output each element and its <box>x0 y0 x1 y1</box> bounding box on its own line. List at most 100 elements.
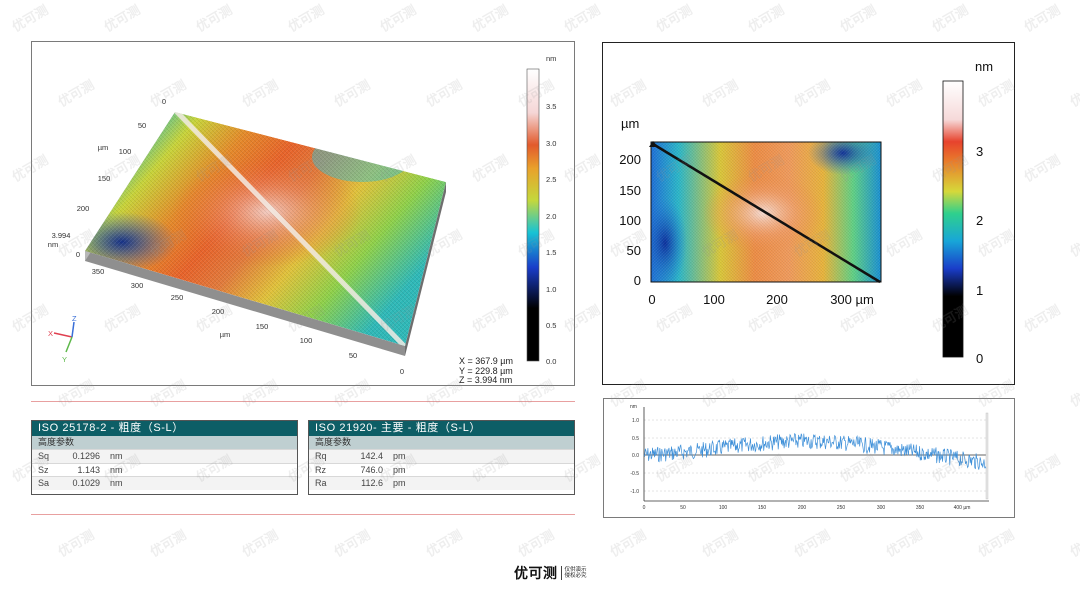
param-value: 142.4 <box>360 451 383 461</box>
y-tick: 150 <box>98 174 111 183</box>
x-tick: 350 <box>916 505 925 511</box>
y-axis-2d: µm 200 150 100 50 0 <box>619 116 641 288</box>
y-tick: 0.5 <box>632 436 639 442</box>
y-tick: 200 <box>77 204 90 213</box>
watermark-text: 优可测 <box>377 2 419 35</box>
watermark-text: 优可测 <box>193 2 235 35</box>
x-tick: 250 <box>171 293 184 302</box>
z-unit: nm <box>48 240 58 249</box>
brand-notice: 仅供演示 侵权必究 <box>565 567 587 580</box>
y-tick: 0 <box>634 273 641 288</box>
param-unit: nm <box>110 451 123 461</box>
table-row: Rz 746.0 pm <box>309 462 574 477</box>
brand-logo: 优可测 仅供演示 侵权必究 <box>514 563 587 583</box>
surface-2d-view[interactable]: µm 200 150 100 50 0 0 100 200 300 µm nm … <box>602 42 1015 385</box>
watermark-text: 优可测 <box>745 2 787 35</box>
brand-notice-line: 仅供演示 <box>564 566 587 573</box>
z-value: 3.994 <box>52 231 71 240</box>
param-unit: pm <box>393 464 406 475</box>
x-unit: µm <box>220 330 231 339</box>
watermark-text: 优可测 <box>1067 77 1080 110</box>
colorbar-tick: 2 <box>976 213 983 228</box>
x-tick: 300 µm <box>830 292 874 307</box>
colorbar-tick: 3 <box>976 144 983 159</box>
x-tick: 300 <box>131 281 144 290</box>
readout-x: X = 367.9 µm <box>459 356 513 366</box>
surface-front-wall <box>85 251 405 356</box>
colorbar-tick: 2.0 <box>546 212 556 221</box>
watermark-text: 优可测 <box>331 527 373 560</box>
y-tick: 1.0 <box>632 418 639 424</box>
y-tick: 50 <box>627 243 641 258</box>
x-tick: 300 <box>877 505 886 511</box>
x-tick: 0 <box>648 292 655 307</box>
colorbar-unit: nm <box>546 54 556 63</box>
y-tick: 0.0 <box>632 453 639 459</box>
x-axis-3d: 350 300 250 200 150 100 50 0 µm <box>92 267 404 376</box>
colorbar-tick: 2.5 <box>546 175 556 184</box>
param-value: 112.6 <box>361 478 383 488</box>
separator-line <box>31 401 575 402</box>
separator-line <box>31 514 575 515</box>
param-name: Sz <box>38 464 49 475</box>
table-row: Ra 112.6 pm <box>309 476 574 490</box>
param-name: Sq <box>38 451 50 461</box>
watermark-text: 优可测 <box>423 527 465 560</box>
watermark-text: 优可测 <box>515 527 557 560</box>
y-unit: nm <box>630 404 637 410</box>
param-unit: nm <box>110 478 123 488</box>
colorbar-tick: 1 <box>976 283 983 298</box>
param-value: 746.0 <box>360 464 383 475</box>
y-unit: µm <box>98 143 109 152</box>
watermark-text: 优可测 <box>1021 152 1063 185</box>
colorbar-tick: 1.0 <box>546 285 556 294</box>
x-tick: 200 <box>766 292 788 307</box>
iso25178-table: ISO 25178-2 - 粗度（S-L） 高度参数 Sq 0.1296 nm … <box>31 420 298 495</box>
watermark-text: 优可测 <box>791 527 833 560</box>
watermark-text: 优可测 <box>9 2 51 35</box>
brand-name: 优可测 <box>514 565 558 581</box>
param-unit: pm <box>393 451 406 461</box>
brand-divider <box>560 566 562 580</box>
x-tick: 400 µm <box>954 505 971 511</box>
table-row: Sa 0.1029 nm <box>32 476 297 490</box>
surface-3d-view[interactable]: 0 50 100 150 200 µm 3.994 nm 0 350 300 2… <box>31 41 575 386</box>
y-tick: 100 <box>619 213 641 228</box>
profile-trace <box>643 433 987 470</box>
gizmo-x-label: X <box>48 329 53 338</box>
watermark-text: 优可测 <box>975 527 1017 560</box>
x-tick: 250 <box>837 505 846 511</box>
readout-z: Z = 3.994 nm <box>459 375 513 386</box>
table-subtitle: 高度参数 <box>32 436 297 449</box>
watermark-text: 优可测 <box>469 2 511 35</box>
x-tick: 150 <box>758 505 767 511</box>
profile-line-marker[interactable] <box>649 141 658 147</box>
watermark-text: 优可测 <box>1067 377 1080 410</box>
param-name: Rq <box>315 451 327 461</box>
table-subtitle: 高度参数 <box>309 436 574 449</box>
watermark-text: 优可测 <box>1021 2 1063 35</box>
table-title: ISO 21920- 主要 - 粗度（S-L） <box>309 421 574 436</box>
watermark-text: 优可测 <box>239 527 281 560</box>
param-value: 0.1029 <box>72 478 100 488</box>
profile-plot[interactable]: nm 1.0 0.5 0.0 -0.5 -1.0 0 50 100 150 20… <box>603 398 1015 518</box>
table-row: Sz 1.143 nm <box>32 462 297 477</box>
iso21920-table: ISO 21920- 主要 - 粗度（S-L） 高度参数 Rq 142.4 pm… <box>308 420 575 495</box>
x-tick: 350 <box>92 267 105 276</box>
profile-y-axis: nm 1.0 0.5 0.0 -0.5 -1.0 <box>630 404 639 495</box>
y-tick: 100 <box>119 147 132 156</box>
y-tick: 200 <box>619 152 641 167</box>
x-tick: 100 <box>703 292 725 307</box>
table-row: Sq 0.1296 nm <box>32 449 297 463</box>
x-axis-2d: 0 100 200 300 µm <box>648 292 873 307</box>
x-tick: 200 <box>212 307 225 316</box>
readout-y: Y = 229.8 µm <box>459 365 513 376</box>
y-tick: 150 <box>619 183 641 198</box>
colorbar-3d: nm 3.5 3.0 2.5 2.0 1.5 1.0 0.5 0.0 <box>526 54 556 366</box>
x-tick: 150 <box>256 322 269 331</box>
profile-line[interactable] <box>652 142 881 284</box>
watermark-text: 优可测 <box>837 2 879 35</box>
colorbar-tick: 0.0 <box>546 357 556 366</box>
watermark-text: 优可测 <box>1021 452 1063 485</box>
profile-x-axis: 0 50 100 150 200 250 300 350 400 µm <box>643 505 971 511</box>
